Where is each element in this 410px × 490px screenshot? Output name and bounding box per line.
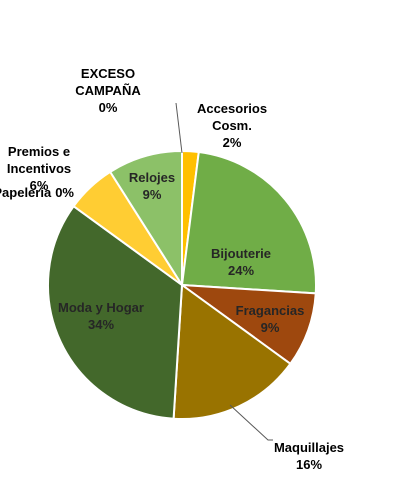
category-label: EXCESO bbox=[81, 66, 135, 81]
slice-bijouterie bbox=[181, 151, 317, 295]
data-label-moda-y-hogar: Moda y Hogar 34% bbox=[58, 300, 144, 332]
slice-maquillajes bbox=[172, 284, 292, 420]
data-label-relojes: Relojes 9% bbox=[129, 170, 175, 202]
category-label: Papelería bbox=[0, 185, 52, 200]
data-label-papeleria: Papelería0% bbox=[0, 185, 74, 200]
leader-line-maquillajes bbox=[229, 404, 273, 441]
category-label: Moda y Hogar bbox=[58, 300, 144, 315]
value-label: 9% bbox=[261, 320, 280, 335]
category-label: CAMPAÑA bbox=[75, 83, 141, 98]
value-label: 0% bbox=[55, 185, 74, 200]
data-label-fragancias: Fragancias 9% bbox=[236, 303, 305, 335]
value-label: 6% bbox=[30, 178, 49, 193]
value-label: 34% bbox=[88, 317, 114, 332]
data-label-bijouterie: Bijouterie 24% bbox=[211, 246, 271, 278]
data-label-premios-e-incentivos: Premios e Incentivos 6% bbox=[7, 144, 71, 193]
value-label: 24% bbox=[228, 263, 254, 278]
leader-line-accesorios-cosm bbox=[175, 102, 183, 154]
category-label: Incentivos bbox=[7, 161, 71, 176]
value-label: 0% bbox=[99, 100, 118, 115]
value-label: 16% bbox=[296, 457, 322, 472]
category-label: Accesorios bbox=[197, 101, 267, 116]
category-label: Fragancias bbox=[236, 303, 305, 318]
category-label: Bijouterie bbox=[211, 246, 271, 261]
slice-moda-y-hogar bbox=[47, 205, 183, 420]
category-label: Cosm. bbox=[212, 118, 252, 133]
category-label: Premios e bbox=[8, 144, 70, 159]
data-label-maquillajes: Maquillajes 16% bbox=[274, 440, 344, 472]
data-label-accesorios-cosm: Accesorios Cosm. 2% bbox=[197, 101, 267, 150]
category-label: Maquillajes bbox=[274, 440, 344, 455]
category-label: Relojes bbox=[129, 170, 175, 185]
data-label-exceso-campana: EXCESO CAMPAÑA 0% bbox=[75, 66, 141, 115]
value-label: 2% bbox=[223, 135, 242, 150]
value-label: 9% bbox=[143, 187, 162, 202]
